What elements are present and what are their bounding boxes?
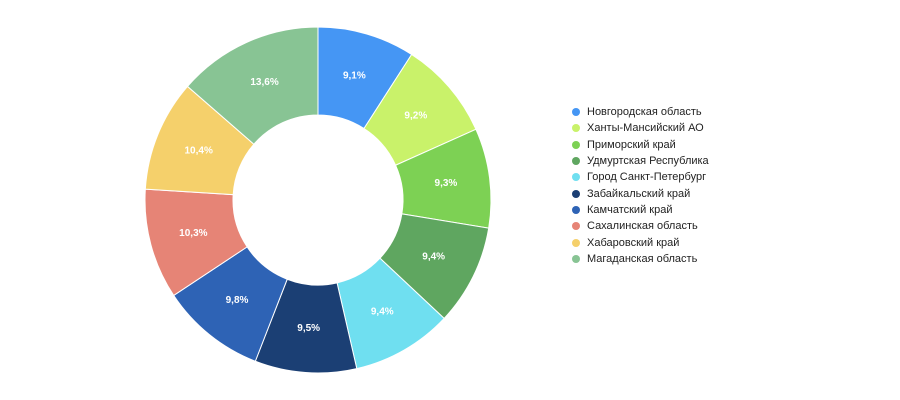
legend-swatch xyxy=(572,189,580,198)
legend-item: Новгородская область xyxy=(572,104,709,120)
legend-swatch xyxy=(572,173,580,182)
legend-item: Камчатский край xyxy=(572,202,709,218)
legend-label: Сахалинская область xyxy=(587,220,698,233)
slice-value-label: 9,1% xyxy=(343,71,366,82)
legend-item: Забайкальский край xyxy=(572,185,709,201)
slice-value-label: 9,5% xyxy=(297,323,320,334)
legend-swatch xyxy=(572,140,580,149)
slice-value-label: 10,3% xyxy=(179,228,207,239)
legend-item: Ханты-Мансийский АО xyxy=(572,120,709,136)
legend-swatch xyxy=(572,254,580,263)
legend-item: Город Санкт-Петербург xyxy=(572,169,709,185)
legend-swatch xyxy=(572,108,580,117)
legend-label: Город Санкт-Петербург xyxy=(587,171,707,184)
slice-value-label: 10,4% xyxy=(184,146,212,157)
slice-value-label: 9,8% xyxy=(226,295,249,306)
legend-item: Приморский край xyxy=(572,137,709,153)
chart-legend: Новгородская область Ханты-Мансийский АО П… xyxy=(572,104,709,267)
slice-value-label: 9,4% xyxy=(371,306,394,317)
legend-swatch xyxy=(572,238,580,247)
legend-label: Забайкальский край xyxy=(587,187,691,200)
legend-swatch xyxy=(572,124,580,133)
legend-label: Ханты-Мансийский АО xyxy=(587,122,704,135)
legend-swatch xyxy=(572,205,580,214)
slice-value-label: 9,2% xyxy=(404,110,427,121)
legend-label: Камчатский край xyxy=(587,203,673,216)
legend-item: Сахалинская область xyxy=(572,218,709,234)
slice-value-label: 9,4% xyxy=(422,252,445,263)
legend-item: Магаданская область xyxy=(572,251,709,267)
slice-labels: 9,1% 9,2% 9,3% 9,4% 9,4% 9,5% 9,8% 10,3% 10,4% 13… xyxy=(179,71,457,334)
donut-slices xyxy=(144,26,492,374)
legend-item: Удмуртская Республика xyxy=(572,153,709,169)
legend-label: Хабаровский край xyxy=(587,236,680,249)
legend-label: Магаданская область xyxy=(587,252,698,265)
legend-swatch xyxy=(572,157,580,166)
slice-value-label: 9,3% xyxy=(435,178,458,189)
slice-value-label: 13,6% xyxy=(250,77,278,88)
legend-label: Приморский край xyxy=(587,138,676,151)
legend-label: Удмуртская Республика xyxy=(587,155,709,168)
legend-label: Новгородская область xyxy=(587,106,702,119)
donut-slice-10 xyxy=(186,26,319,145)
legend-swatch xyxy=(572,222,580,231)
legend-item: Хабаровский край xyxy=(572,234,709,250)
